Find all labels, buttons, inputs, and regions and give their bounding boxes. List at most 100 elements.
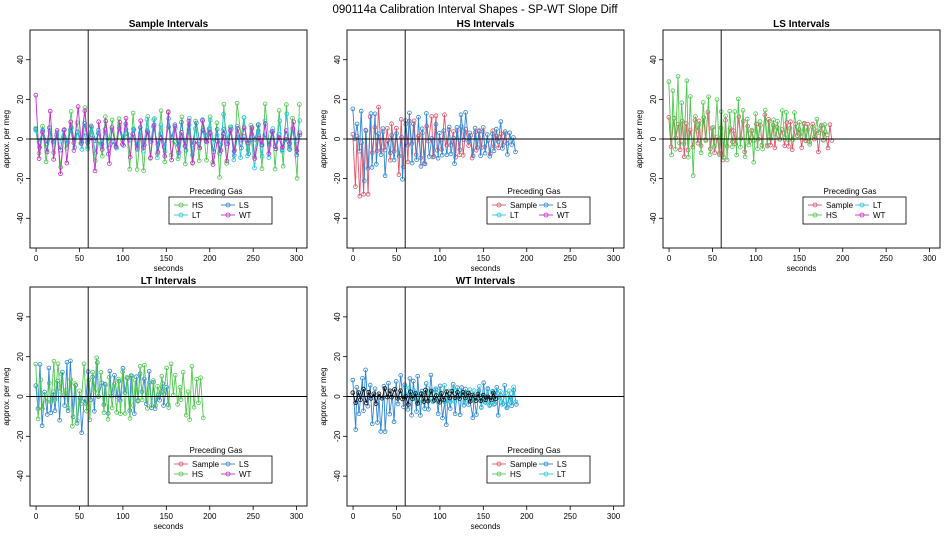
data-point <box>693 114 698 119</box>
data-point <box>47 108 53 114</box>
data-point <box>727 109 732 114</box>
legend-box <box>486 196 591 225</box>
panel-title: LT Intervals <box>141 276 197 287</box>
data-point <box>418 164 424 169</box>
data-point <box>398 388 403 394</box>
data-point <box>103 114 108 120</box>
data-point <box>164 365 169 371</box>
series-group <box>350 104 518 199</box>
legend-label: Sample <box>510 201 538 210</box>
data-point <box>85 146 90 152</box>
data-point <box>33 92 39 98</box>
data-point <box>36 156 42 161</box>
data-point <box>172 124 178 129</box>
legend-entry-hs: HS <box>492 470 521 479</box>
legend-entry-lt: LT <box>855 201 882 210</box>
data-point <box>79 147 85 152</box>
data-point <box>443 422 449 428</box>
data-point <box>687 94 693 99</box>
data-point <box>805 127 811 132</box>
data-point <box>416 114 421 120</box>
data-point <box>690 173 696 178</box>
data-point <box>749 127 755 133</box>
data-point <box>429 114 435 119</box>
x-tick-label: 300 <box>607 512 621 521</box>
data-point <box>175 402 180 407</box>
legend-label: WT <box>239 470 252 479</box>
data-point <box>491 148 497 154</box>
x-tick-label: 300 <box>290 512 304 521</box>
data-point <box>94 355 99 361</box>
legend-swatch-point <box>178 461 184 467</box>
series-group <box>33 92 303 181</box>
data-point <box>409 412 414 418</box>
data-point <box>513 399 518 405</box>
x-tick-label: 0 <box>351 512 356 521</box>
data-point <box>122 411 128 416</box>
data-point <box>426 406 431 412</box>
data-point <box>68 119 73 125</box>
data-point <box>201 415 206 421</box>
data-point <box>467 130 473 136</box>
legend-entry-wt: WT <box>221 211 252 220</box>
data-point <box>155 155 160 161</box>
data-point <box>297 102 302 107</box>
data-point <box>194 376 199 382</box>
data-point <box>221 127 226 132</box>
data-point <box>113 144 119 150</box>
data-point <box>466 139 472 145</box>
data-point <box>771 117 776 123</box>
legend-swatch-point <box>225 202 231 208</box>
data-point <box>277 118 283 123</box>
data-point <box>454 387 460 393</box>
data-point <box>473 148 479 153</box>
legend-label: HS <box>826 211 837 220</box>
data-point <box>217 151 222 156</box>
data-point <box>712 144 717 149</box>
data-point <box>204 139 210 145</box>
data-point <box>371 391 377 397</box>
x-tick-label: 250 <box>879 254 893 263</box>
y-tick-label: 20 <box>333 352 342 361</box>
x-tick-label: 200 <box>203 512 217 521</box>
legend-label: HS <box>192 201 203 210</box>
legend-entry-wt: WT <box>221 470 252 479</box>
legend-label: WT <box>239 211 252 220</box>
data-point <box>162 159 168 165</box>
data-point <box>145 114 151 119</box>
data-point <box>818 124 824 129</box>
data-point <box>169 157 174 163</box>
legend-label: LS <box>557 460 567 469</box>
data-point <box>48 410 54 416</box>
legend-swatch-point <box>812 212 818 218</box>
data-point <box>738 144 743 150</box>
legend-swatch-point <box>543 461 549 467</box>
data-point <box>241 125 247 130</box>
data-point <box>117 120 123 125</box>
legend-swatch-point <box>225 471 231 477</box>
data-point <box>700 100 706 105</box>
data-point <box>161 391 167 397</box>
series-wt <box>33 92 303 177</box>
data-point <box>369 165 375 170</box>
data-point <box>218 148 224 153</box>
data-point <box>363 367 368 373</box>
data-point <box>287 147 293 152</box>
data-point <box>65 140 71 145</box>
y-tick-label: 20 <box>16 352 25 361</box>
data-point <box>256 122 261 127</box>
y-tick-label: -40 <box>16 470 25 482</box>
data-point <box>507 130 513 136</box>
data-point <box>210 162 216 167</box>
data-point <box>109 117 115 123</box>
data-point <box>107 161 112 166</box>
data-point <box>757 119 763 124</box>
data-point <box>509 142 515 147</box>
data-point <box>458 124 464 130</box>
y-tick-label: -20 <box>333 430 342 442</box>
data-point <box>130 131 136 137</box>
data-point <box>183 161 188 167</box>
data-point <box>273 146 279 152</box>
